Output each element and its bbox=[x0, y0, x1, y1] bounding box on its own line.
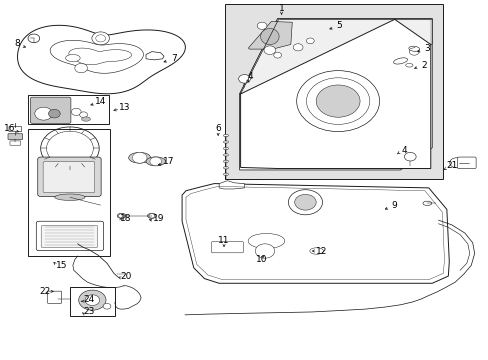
Circle shape bbox=[92, 32, 109, 45]
FancyBboxPatch shape bbox=[41, 226, 98, 247]
Circle shape bbox=[316, 85, 359, 117]
Polygon shape bbox=[69, 48, 131, 65]
FancyBboxPatch shape bbox=[70, 287, 115, 316]
Ellipse shape bbox=[405, 63, 412, 67]
FancyBboxPatch shape bbox=[8, 134, 22, 139]
Text: 14: 14 bbox=[95, 96, 106, 105]
Circle shape bbox=[75, 63, 87, 73]
Circle shape bbox=[71, 108, 81, 116]
Circle shape bbox=[149, 214, 155, 218]
Text: 18: 18 bbox=[120, 214, 131, 223]
FancyBboxPatch shape bbox=[27, 95, 109, 125]
Text: 3: 3 bbox=[424, 44, 429, 53]
Ellipse shape bbox=[55, 194, 85, 201]
Polygon shape bbox=[182, 184, 448, 283]
Circle shape bbox=[79, 290, 106, 310]
Polygon shape bbox=[239, 19, 431, 94]
Ellipse shape bbox=[223, 147, 228, 150]
Ellipse shape bbox=[422, 201, 431, 206]
Circle shape bbox=[306, 38, 314, 44]
Text: 5: 5 bbox=[336, 21, 342, 30]
FancyBboxPatch shape bbox=[211, 242, 243, 253]
Ellipse shape bbox=[223, 134, 228, 137]
FancyBboxPatch shape bbox=[9, 127, 21, 132]
Ellipse shape bbox=[247, 233, 284, 248]
Ellipse shape bbox=[408, 46, 419, 51]
FancyBboxPatch shape bbox=[43, 162, 95, 193]
Polygon shape bbox=[146, 51, 163, 60]
Text: 13: 13 bbox=[119, 103, 130, 112]
Circle shape bbox=[119, 214, 124, 218]
Circle shape bbox=[150, 157, 161, 166]
Text: 6: 6 bbox=[215, 124, 221, 133]
Ellipse shape bbox=[393, 58, 407, 64]
Circle shape bbox=[449, 158, 463, 168]
Polygon shape bbox=[248, 22, 292, 49]
Text: 16: 16 bbox=[4, 123, 15, 132]
Text: 21: 21 bbox=[446, 161, 457, 170]
Text: 15: 15 bbox=[56, 261, 67, 270]
Text: 23: 23 bbox=[83, 307, 95, 316]
Circle shape bbox=[257, 22, 266, 30]
Text: 19: 19 bbox=[153, 214, 164, 223]
Text: 4: 4 bbox=[401, 146, 407, 155]
Circle shape bbox=[408, 48, 418, 55]
Circle shape bbox=[294, 194, 316, 210]
Circle shape bbox=[35, 107, 52, 120]
Circle shape bbox=[48, 109, 60, 118]
FancyBboxPatch shape bbox=[224, 4, 443, 179]
Circle shape bbox=[293, 44, 303, 51]
Circle shape bbox=[80, 112, 87, 118]
Polygon shape bbox=[219, 181, 244, 189]
Circle shape bbox=[255, 244, 274, 258]
Ellipse shape bbox=[223, 167, 228, 169]
FancyBboxPatch shape bbox=[38, 157, 101, 197]
Polygon shape bbox=[239, 19, 431, 170]
Ellipse shape bbox=[223, 173, 228, 176]
Text: 8: 8 bbox=[14, 39, 20, 48]
Text: 10: 10 bbox=[256, 255, 267, 264]
Circle shape bbox=[238, 75, 250, 83]
FancyBboxPatch shape bbox=[30, 97, 71, 123]
FancyBboxPatch shape bbox=[457, 157, 475, 168]
Circle shape bbox=[273, 52, 281, 58]
Circle shape bbox=[404, 152, 415, 161]
Text: 20: 20 bbox=[121, 271, 132, 280]
Circle shape bbox=[28, 34, 40, 42]
Ellipse shape bbox=[309, 248, 323, 254]
Text: 9: 9 bbox=[391, 201, 397, 210]
Ellipse shape bbox=[117, 213, 126, 219]
Ellipse shape bbox=[223, 154, 228, 156]
Text: 2: 2 bbox=[420, 61, 426, 70]
Text: 24: 24 bbox=[83, 294, 95, 303]
Text: 7: 7 bbox=[171, 54, 176, 63]
Ellipse shape bbox=[81, 117, 90, 121]
Ellipse shape bbox=[128, 152, 150, 163]
Text: 17: 17 bbox=[163, 157, 174, 166]
Ellipse shape bbox=[65, 54, 80, 62]
Ellipse shape bbox=[223, 160, 228, 163]
Circle shape bbox=[264, 46, 275, 54]
Circle shape bbox=[85, 295, 100, 306]
Text: 11: 11 bbox=[218, 236, 229, 245]
Ellipse shape bbox=[223, 141, 228, 143]
FancyBboxPatch shape bbox=[10, 141, 20, 145]
FancyBboxPatch shape bbox=[27, 129, 110, 256]
Ellipse shape bbox=[146, 157, 165, 166]
FancyBboxPatch shape bbox=[36, 221, 103, 251]
Text: 12: 12 bbox=[315, 247, 326, 256]
Text: 4: 4 bbox=[247, 72, 253, 81]
Ellipse shape bbox=[260, 28, 279, 45]
Circle shape bbox=[132, 152, 147, 163]
Ellipse shape bbox=[147, 213, 156, 219]
Circle shape bbox=[96, 35, 105, 42]
Polygon shape bbox=[240, 19, 430, 168]
Polygon shape bbox=[18, 25, 185, 94]
FancyBboxPatch shape bbox=[47, 291, 61, 303]
Text: 1: 1 bbox=[278, 4, 284, 13]
Polygon shape bbox=[50, 40, 143, 73]
Text: 22: 22 bbox=[39, 287, 50, 296]
Circle shape bbox=[103, 303, 111, 309]
